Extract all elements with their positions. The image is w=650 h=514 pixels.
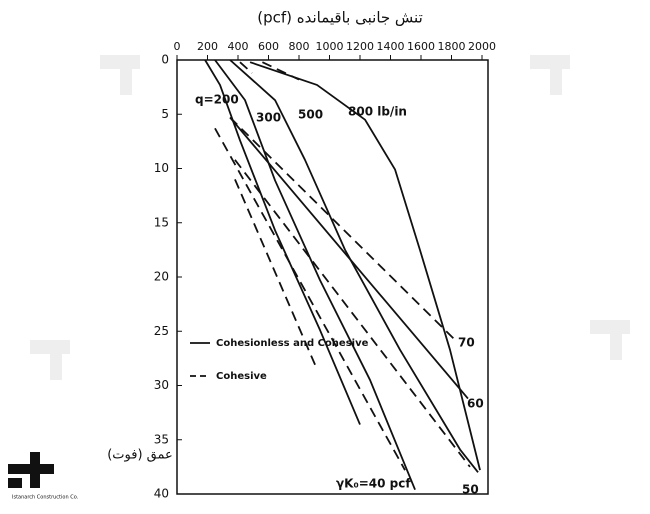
y-tick-label: 35	[154, 432, 169, 446]
curve-label: 800 lb/in	[348, 105, 407, 119]
curve-label: q=200	[195, 93, 239, 107]
curve-label: 300	[256, 111, 281, 125]
x-tick-label: 1400	[377, 40, 405, 53]
curve-label: 500	[298, 108, 323, 122]
curve	[229, 59, 479, 473]
x-tick-label: 1200	[346, 40, 374, 53]
curve	[234, 159, 471, 468]
legend-label: Cohesionless and Cohesive	[216, 338, 369, 349]
watermark	[30, 55, 630, 380]
curve	[214, 59, 416, 491]
logo-text: Istanarch Construction Co.	[12, 495, 79, 501]
curve-label: γK₀=40 pcf	[336, 477, 411, 491]
curve	[229, 116, 456, 341]
curve	[234, 178, 318, 370]
y-tick-label: 30	[154, 378, 169, 392]
y-tick-label: 20	[154, 270, 169, 284]
y-tick-label: 25	[154, 324, 169, 338]
y-axis-label: عمق (فوت)	[107, 448, 173, 463]
x-tick-label: 400	[228, 40, 249, 53]
x-tick-label: 1600	[407, 40, 435, 53]
x-tick-label: 200	[197, 40, 218, 53]
curve	[204, 59, 361, 425]
curve	[262, 61, 300, 81]
curve	[239, 61, 253, 74]
y-tick-label: 10	[154, 161, 169, 175]
curve	[214, 127, 406, 471]
x-tick-label: 600	[258, 40, 279, 53]
logo	[8, 452, 54, 488]
x-tick-label: 800	[289, 40, 310, 53]
curve	[229, 116, 469, 400]
curve-label: 70	[458, 336, 475, 350]
chart-title: تنش جانبی باقیمانده (pcf)	[257, 9, 423, 27]
y-tick-label: 5	[161, 107, 169, 121]
y-tick-label: 0	[161, 53, 169, 67]
curve-label: 50	[462, 483, 479, 497]
curve	[249, 61, 481, 471]
x-tick-label: 1800	[438, 40, 466, 53]
legend-label: Cohesive	[216, 371, 267, 382]
y-tick-label: 15	[154, 215, 169, 229]
x-tick-label: 1000	[316, 40, 344, 53]
y-tick-label: 40	[154, 487, 169, 501]
curve-label: 60	[467, 397, 484, 411]
x-tick-label: 2000	[468, 40, 496, 53]
x-tick-label: 0	[174, 40, 181, 53]
